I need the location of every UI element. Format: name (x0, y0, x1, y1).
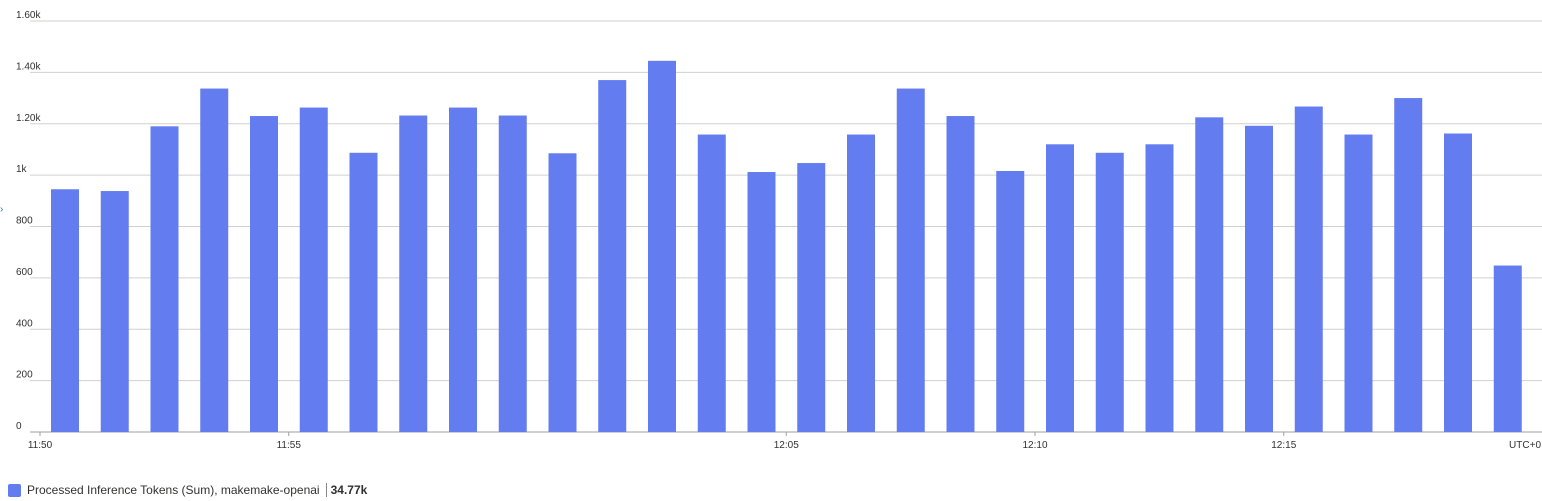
bar[interactable] (100, 191, 129, 432)
legend-label: Processed Inference Tokens (Sum), makema… (27, 483, 320, 497)
bar[interactable] (946, 116, 975, 432)
x-tick-label: 11:50 (28, 440, 53, 451)
left-edge-marker-icon[interactable]: › (0, 204, 4, 215)
bar[interactable] (51, 189, 79, 432)
bar[interactable] (299, 107, 328, 433)
y-tick-label: 1k (16, 164, 28, 175)
bar[interactable] (150, 126, 179, 432)
y-tick-label: 400 (16, 318, 33, 329)
bar[interactable] (1344, 134, 1373, 432)
x-tick-label: 12:10 (1022, 440, 1047, 451)
y-tick-label: 1.40k (16, 61, 41, 72)
bar[interactable] (250, 116, 278, 432)
bar[interactable] (399, 115, 428, 432)
bar[interactable] (847, 134, 875, 432)
x-tick-label: 12:15 (1271, 440, 1296, 451)
bars (51, 60, 1522, 433)
bar[interactable] (548, 153, 577, 432)
bar[interactable] (797, 163, 826, 432)
x-tick-label: 11:55 (277, 440, 302, 451)
y-tick-label: 1.20k (16, 113, 41, 124)
legend[interactable]: Processed Inference Tokens (Sum), makema… (8, 480, 367, 500)
bar[interactable] (1394, 98, 1423, 432)
bar[interactable] (648, 60, 676, 433)
y-tick-label: 600 (16, 267, 33, 278)
legend-separator (325, 483, 327, 497)
bar[interactable] (1245, 125, 1273, 433)
bar[interactable] (200, 88, 229, 432)
bar[interactable] (1444, 133, 1472, 433)
x-axis-labels: 11:50 11:55 12:05 12:10 12:15 UTC+0 (28, 432, 1541, 451)
bar[interactable] (349, 152, 378, 433)
bar[interactable] (498, 115, 527, 432)
legend-swatch (8, 483, 21, 497)
bar[interactable] (1046, 144, 1074, 433)
y-tick-label: 200 (16, 370, 33, 381)
timezone-label: UTC+0 (1509, 440, 1541, 451)
gridlines (30, 20, 1542, 433)
y-tick-label: 800 (16, 216, 33, 227)
y-tick-label: 1.60k (16, 10, 41, 21)
bar[interactable] (1195, 117, 1224, 432)
bar[interactable] (1493, 265, 1522, 432)
bar[interactable] (1145, 144, 1174, 433)
y-tick-label: 0 (16, 421, 22, 432)
y-axis-labels: 0 200 400 600 800 1k 1.20k 1.40k 1.60k (16, 10, 41, 432)
legend-total: 34.77k (330, 483, 368, 497)
bar[interactable] (1095, 152, 1124, 433)
bar[interactable] (996, 171, 1025, 432)
bar[interactable] (697, 134, 726, 432)
bar[interactable] (1294, 106, 1323, 433)
bar[interactable] (896, 88, 925, 432)
bar[interactable] (747, 172, 776, 433)
x-tick-label: 12:05 (774, 440, 799, 451)
bar[interactable] (598, 80, 627, 433)
bar[interactable] (449, 107, 477, 433)
